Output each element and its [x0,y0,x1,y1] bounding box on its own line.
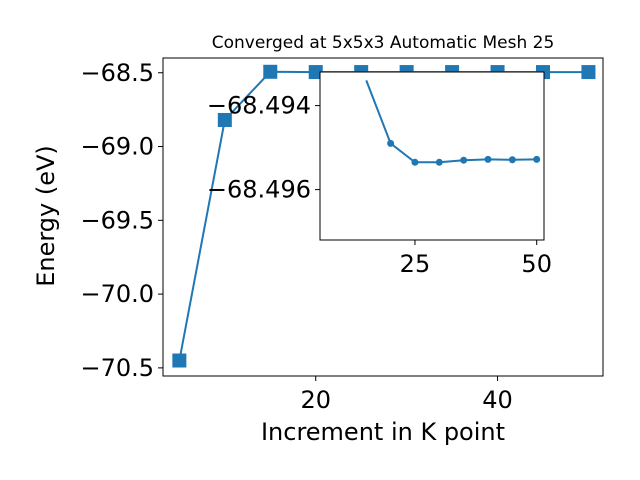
y-tick-label: −68.5 [80,59,154,87]
x-axis-label: Increment in K point [261,418,505,446]
main-plot-frame [162,57,604,377]
inset-data-point-marker [435,158,443,166]
y-axis-label: Energy (eV) [32,145,60,287]
inset-background [320,72,544,240]
inset-data-point-marker [484,155,492,163]
inset-y-tick-label: −68.494 [207,92,311,120]
inset-x-tick-label: 50 [521,250,552,278]
inset-data-point-marker [460,156,468,164]
data-point-marker [263,64,278,79]
inset-plot-area: 25 50 −68.496 −68.494 [207,72,552,278]
inset-series-line [365,80,537,164]
data-point-marker [172,353,187,368]
data-point-marker [308,65,323,80]
data-point-marker [217,112,232,127]
inset-data-point-marker [533,155,541,163]
y-tick-label: −69.0 [80,133,154,161]
x-tick-label: 20 [300,386,331,414]
chart-title: Converged at 5x5x3 Automatic Mesh 25 [212,33,555,53]
y-tick-label: −70.5 [80,354,154,382]
inset-data-point-marker [508,156,516,164]
data-point-marker [581,65,596,80]
inset-data-point-marker [411,158,419,166]
inset-plot-frame [319,71,545,241]
x-tick-label: 40 [482,386,513,414]
y-tick-label: −69.5 [80,206,154,234]
y-tick-label: −70.0 [80,280,154,308]
inset-y-tick-label: −68.496 [207,176,311,204]
inset-x-tick-label: 25 [400,250,431,278]
inset-data-point-marker [387,139,395,147]
